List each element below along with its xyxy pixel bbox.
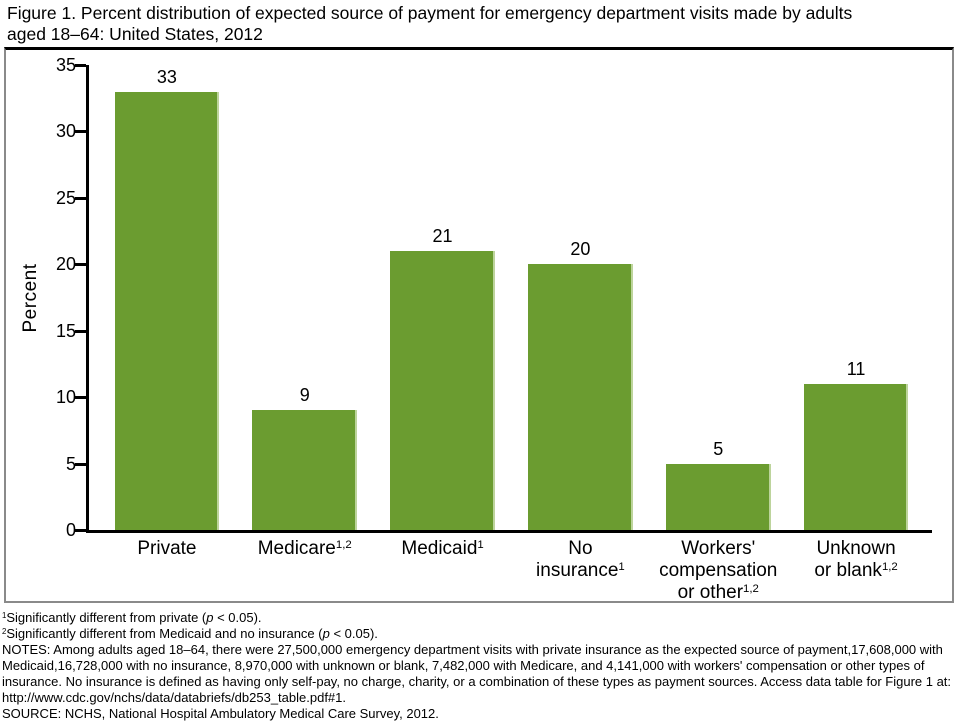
bar [528, 264, 633, 530]
bar-category-label: Unknown or blank1,2 [814, 538, 898, 581]
y-tick-label: 10 [55, 387, 76, 408]
chart-frame: Percent 0 5 10 15 20 25 30 35 33 Private 9 Medicar… [4, 47, 954, 603]
bar-category-label: Workers' compensation or other1,2 [659, 538, 778, 603]
figure-title: Figure 1. Percent distribution of expect… [7, 3, 853, 44]
y-axis-ticks: 0 5 10 15 20 25 30 35 [56, 55, 932, 540]
bar-category-label: Private [137, 538, 197, 559]
footnotes: 1Significantly different from private (p… [2, 610, 956, 722]
y-tick-mark [75, 462, 86, 466]
y-tick-mark [75, 329, 86, 333]
bar-value-label: 11 [846, 358, 866, 379]
x-axis-line [86, 530, 932, 533]
bar-value-label: 9 [299, 385, 310, 406]
y-tick-label: 5 [65, 453, 76, 474]
footnote-line: 1Significantly different from private (p… [2, 610, 262, 625]
bars-area: 33 Private 9 Medicare1,2 21 Medicaid1 20 No insu… [98, 65, 925, 603]
bar [252, 410, 358, 530]
y-tick-mark [75, 64, 86, 67]
plot-area: Percent 0 5 10 15 20 25 30 35 33 Private 9 Medicar… [20, 55, 932, 603]
bar-column: 11 Unknown or blank1,2 [787, 65, 925, 581]
bar-category-label: No insurance1 [536, 538, 625, 581]
footnote-line: 2Significantly different from Medicaid a… [2, 626, 378, 641]
bar [114, 91, 220, 530]
bar-column: 21 Medicaid1 [374, 65, 512, 559]
bar-column: 9 Medicare1,2 [236, 65, 374, 559]
bar [665, 463, 771, 530]
footnote-line: NOTES: Among adults aged 18–64, there we… [2, 642, 952, 705]
bar-category-label: Medicare1,2 [257, 538, 352, 559]
y-tick-label: 35 [55, 55, 76, 75]
y-tick-label: 25 [55, 187, 76, 208]
y-tick-mark [75, 263, 86, 267]
bar-value-label: 33 [156, 66, 177, 87]
y-tick-label: 15 [55, 320, 76, 341]
bar-value-label: 5 [713, 438, 724, 459]
y-tick-mark [75, 529, 86, 532]
bar-column: 5 Workers' compensation or other1,2 [649, 65, 787, 603]
bar-category-label: Medicaid1 [401, 538, 484, 559]
y-tick-mark [75, 396, 86, 400]
y-tick-label: 20 [55, 254, 76, 275]
footnote-line: SOURCE: NCHS, National Hospital Ambulato… [2, 706, 439, 721]
bar-value-label: 21 [432, 226, 453, 246]
y-tick-label: 30 [55, 121, 76, 142]
y-tick-mark [75, 130, 86, 134]
bar-column: 20 No insurance1 [511, 65, 649, 581]
y-tick-label: 0 [65, 520, 76, 540]
bar [803, 383, 909, 530]
bar-column: 33 Private [98, 65, 236, 559]
bar [390, 251, 495, 530]
y-axis-line [86, 65, 89, 533]
bar-value-label: 20 [570, 239, 591, 260]
y-tick-mark [75, 196, 86, 200]
